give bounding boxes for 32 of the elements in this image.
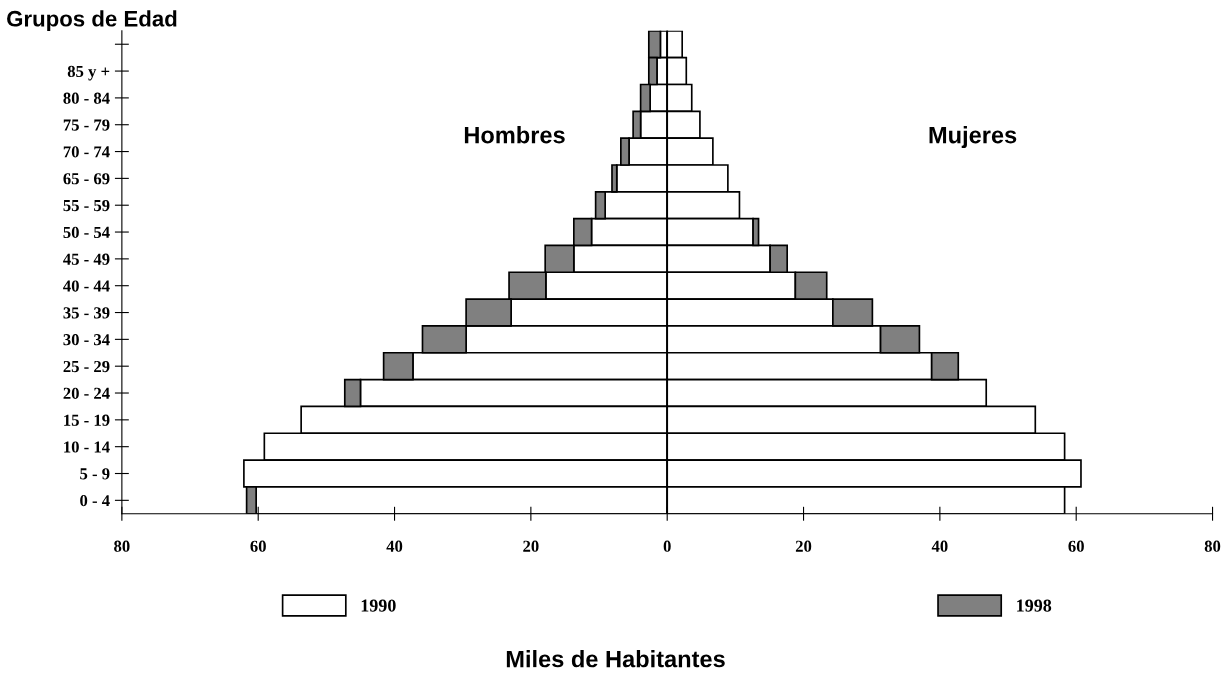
y-tick-label: 50 - 54 xyxy=(63,226,110,238)
y-tick-label: 55 - 59 xyxy=(63,199,110,212)
y-tick-label: 0 - 4 xyxy=(80,495,110,507)
x-tick-label: 40 xyxy=(931,540,948,552)
y-tick-label: 20 - 24 xyxy=(63,387,110,399)
x-tick-label: 0 xyxy=(663,540,671,552)
y-tick-label: 80 - 84 xyxy=(63,92,110,104)
y-tick-label: 85 y + xyxy=(67,65,110,81)
legend-label: 1990 xyxy=(361,599,396,612)
y-tick-label: 25 - 29 xyxy=(63,360,110,373)
x-tick-label: 80 xyxy=(1204,540,1221,552)
x-tick-label: 40 xyxy=(386,540,403,552)
y-tick-label: 45 - 49 xyxy=(63,253,110,265)
chart-title: Grupos de Edad xyxy=(7,10,177,31)
annotation: Mujeres xyxy=(929,126,1017,149)
x-tick-label: 20 xyxy=(523,540,539,552)
annotation: Hombres xyxy=(464,126,565,144)
y-tick-label: 40 - 44 xyxy=(63,280,110,292)
y-tick-label: 10 - 14 xyxy=(64,441,110,453)
x-tick-label: 20 xyxy=(795,540,812,552)
y-tick-label: 15 - 19 xyxy=(64,414,110,426)
y-tick-label: 5 - 9 xyxy=(80,468,110,480)
x-tick-label: 60 xyxy=(1068,540,1084,552)
y-tick-label: 75 - 79 xyxy=(63,119,110,131)
y-tick-label: 35 - 39 xyxy=(63,307,110,319)
x-tick-label: 80 xyxy=(114,540,130,552)
y-tick-label: 70 - 74 xyxy=(63,146,110,158)
y-tick-label: 65 - 69 xyxy=(63,173,110,185)
x-axis-title: Miles de Habitantes xyxy=(506,650,725,668)
x-tick-label: 60 xyxy=(250,540,266,552)
y-tick-label: 30 - 34 xyxy=(63,334,110,346)
legend-label: 1998 xyxy=(1017,599,1052,612)
